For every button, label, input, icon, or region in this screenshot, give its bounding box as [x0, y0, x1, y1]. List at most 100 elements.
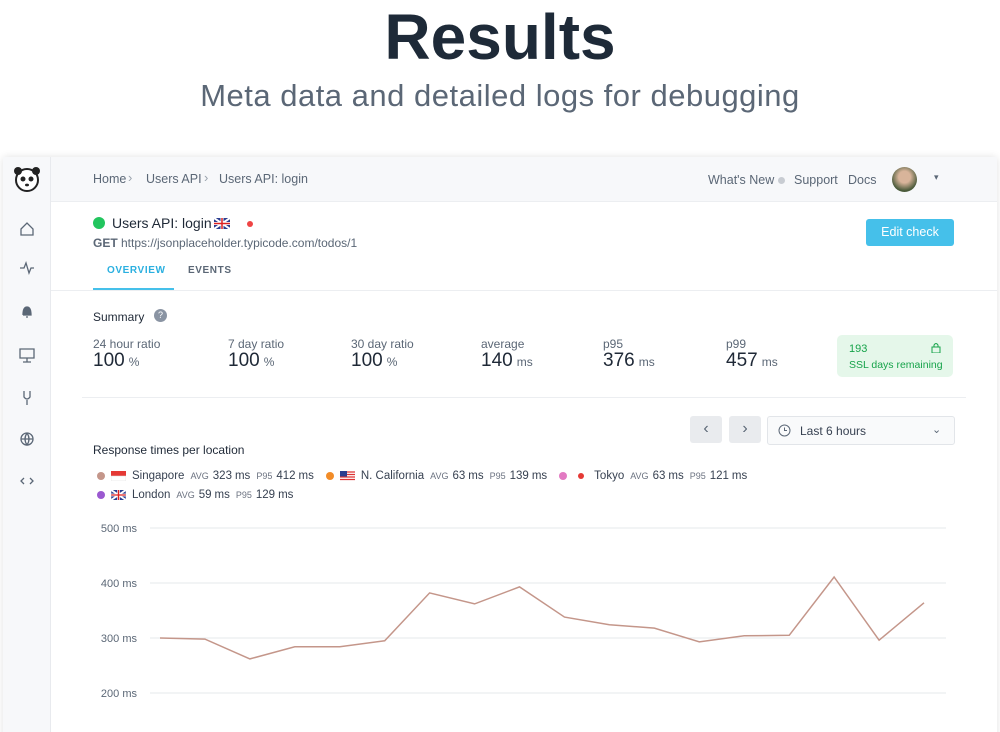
status-ok-icon: [93, 217, 105, 229]
chart-title: Response times per location: [93, 443, 245, 457]
avg-label: AVG: [176, 490, 195, 500]
flag-uk: [214, 218, 230, 229]
flag-sg: [111, 471, 126, 481]
page-title: Results: [384, 1, 616, 73]
avatar[interactable]: [892, 167, 917, 192]
legend-swatch: [325, 472, 334, 480]
value: 457: [726, 350, 758, 371]
y-tick-label: 400 ms: [101, 578, 138, 590]
p95-label: P95: [235, 490, 252, 500]
unit: ms: [298, 470, 314, 482]
edit-check-button[interactable]: Edit check: [866, 219, 954, 246]
p95-label: P95: [489, 471, 506, 481]
metric-label: p99: [726, 337, 747, 351]
ssl-days: 193: [849, 343, 868, 355]
ssl-label: SSL days remaining: [849, 359, 943, 371]
metric-value: 100%: [228, 350, 274, 372]
http-method: GET: [93, 236, 118, 250]
value: 140: [481, 350, 513, 371]
metric-label: 24 hour ratio: [93, 337, 161, 351]
unit: ms: [278, 489, 294, 501]
logo: [14, 167, 40, 192]
value: 100: [93, 350, 125, 371]
legend-item[interactable]: Tokyo AVG 63 ms P95 121 ms: [559, 469, 747, 483]
range-label: Last 6 hours: [800, 424, 867, 438]
legend-item[interactable]: Singapore AVG 323 ms P95 412 ms: [97, 469, 314, 483]
avg-label: AVG: [190, 471, 209, 481]
metric-value: 140 ms: [481, 350, 533, 372]
unit: ms: [214, 489, 230, 501]
home-icon[interactable]: [20, 222, 34, 236]
page-subtitle: Meta data and detailed logs for debuggin…: [200, 78, 800, 113]
tab-indicator: [93, 288, 174, 290]
nav-link[interactable]: Docs: [848, 173, 877, 187]
legend-name: Singapore: [132, 470, 185, 482]
monitor-icon[interactable]: [19, 348, 35, 363]
next-button[interactable]: ›: [729, 416, 761, 443]
legend-item[interactable]: N. California AVG 63 ms P95 139 ms: [325, 469, 548, 483]
legend-name: N. California: [360, 470, 425, 482]
activity-icon[interactable]: [20, 261, 34, 275]
avg-value: 63: [452, 470, 466, 482]
unit: ms: [761, 355, 778, 369]
unit: %: [386, 355, 398, 369]
legend-swatch: [559, 472, 568, 480]
prev-button[interactable]: ‹: [690, 416, 722, 443]
divider: [51, 290, 997, 291]
flag-us: [339, 471, 355, 481]
clock-icon: [778, 424, 791, 437]
divider: [82, 397, 966, 398]
unit: %: [128, 355, 140, 369]
legend: Singapore AVG 323 ms P95 412 ms N. Californi…: [97, 469, 817, 502]
tab-active[interactable]: OVERVIEW: [107, 265, 166, 276]
top-bar: [51, 157, 997, 202]
metric-value: 457 ms: [726, 350, 778, 372]
unit: %: [263, 355, 275, 369]
unit: ms: [668, 470, 684, 482]
p95-value: 412: [276, 470, 296, 482]
unit: ms: [468, 470, 484, 482]
y-tick-label: 200 ms: [101, 688, 138, 700]
range-select[interactable]: Last 6 hours ⌄: [767, 416, 955, 445]
unit: ms: [531, 470, 548, 482]
metric-label: 7 day ratio: [228, 337, 285, 351]
unit: ms: [234, 470, 251, 482]
breadcrumb-link[interactable]: Home: [93, 172, 127, 186]
breadcrumb-current: Users API: login: [219, 172, 308, 186]
breadcrumb-link[interactable]: Users API: [146, 172, 202, 186]
sidebar-icons: [14, 167, 40, 485]
value: 100: [228, 350, 260, 371]
chevron: ›: [204, 170, 209, 185]
help-icon[interactable]: ?: [154, 309, 167, 322]
avg-label: AVG: [430, 471, 449, 481]
plug-icon[interactable]: [23, 391, 31, 405]
avg-label: AVG: [630, 471, 649, 481]
series-line: [159, 575, 925, 660]
metric-value: 376 ms: [603, 350, 655, 372]
value: 376: [603, 350, 635, 371]
code-icon[interactable]: [20, 477, 34, 485]
y-tick-label: 500 ms: [101, 523, 138, 535]
legend-item[interactable]: London AVG 59 ms P95 129 ms: [97, 488, 293, 502]
metric-value: 100%: [93, 350, 139, 372]
avg-value: 63: [652, 470, 666, 482]
metric-label: p95: [603, 337, 624, 351]
nav-link[interactable]: What's New: [708, 173, 775, 187]
avatar-menu-caret[interactable]: ▾: [934, 172, 939, 182]
unit: ms: [516, 355, 533, 369]
flag-jp: [573, 473, 588, 479]
metric-label: average: [481, 337, 525, 351]
tab[interactable]: EVENTS: [188, 265, 232, 276]
ssl-badge: 193 SSL days remaining: [837, 335, 953, 377]
flag-uk: [111, 490, 126, 500]
value: 100: [351, 350, 383, 371]
bell-icon[interactable]: [22, 306, 32, 318]
legend-name: Tokyo: [594, 470, 625, 482]
summary-title: Summary: [93, 310, 145, 324]
metric-value: 100%: [351, 350, 397, 372]
check-name: Users API: login: [112, 215, 212, 231]
check-url: https://jsonplaceholder.typicode.com/tod…: [121, 236, 358, 250]
p95-value: 139: [509, 470, 529, 482]
nav-link[interactable]: Support: [794, 173, 838, 187]
